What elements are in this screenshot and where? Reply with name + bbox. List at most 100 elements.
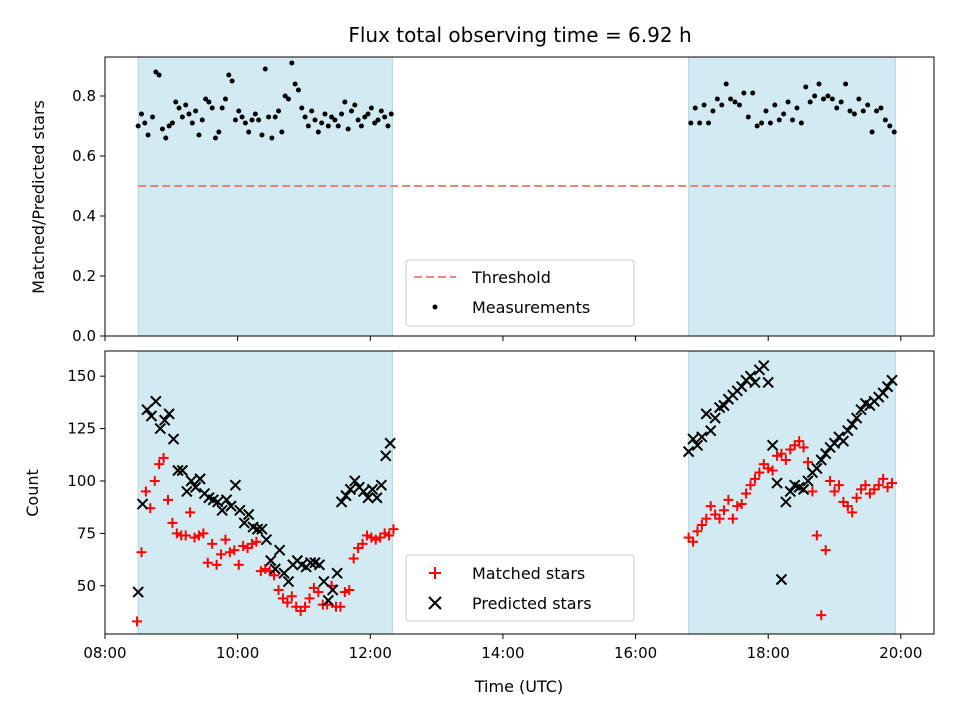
measurement-point (145, 132, 151, 138)
measurement-point (874, 108, 880, 114)
matched-star-marker (780, 455, 791, 466)
bottom-xtick-label: 10:00 (216, 644, 259, 662)
matched-star-marker (745, 480, 756, 491)
measurement-point (342, 99, 348, 105)
measurement-point (847, 108, 853, 114)
matched-star-marker (860, 480, 871, 491)
predicted-star-marker (304, 557, 317, 569)
predicted-star-marker (181, 485, 193, 498)
measurement-point (368, 105, 374, 111)
matched-star-marker (732, 501, 743, 512)
bottom-legend-box (405, 554, 635, 622)
matched-star-marker (816, 610, 827, 621)
measurement-point (741, 90, 747, 96)
matched-star-marker (723, 494, 734, 505)
measurement-point (348, 108, 354, 114)
measurement-point (236, 108, 242, 114)
matched-star-marker (366, 532, 377, 543)
predicted-star-marker (269, 563, 281, 575)
predicted-star-marker (744, 370, 757, 382)
bottom-axes-frame (104, 350, 935, 635)
measurement-point (229, 78, 235, 84)
predicted-star-marker (220, 494, 233, 506)
measurement-point (325, 123, 331, 129)
predicted-star-marker (375, 479, 388, 491)
measurement-point (816, 81, 822, 87)
predicted-legend-swatch (428, 596, 442, 610)
matched-star-marker (171, 528, 182, 539)
measurement-point (355, 117, 361, 123)
measurement-point (279, 129, 285, 135)
measurement-point (305, 123, 311, 129)
measurement-point (213, 135, 219, 141)
predicted-star-marker (322, 594, 334, 607)
matched-star-marker (233, 559, 244, 570)
measurement-points (135, 60, 897, 141)
matched-star-marker (384, 530, 395, 541)
bottom-ytick-label: 100 (67, 472, 96, 490)
predicted-star-marker (216, 504, 228, 517)
shaded-interval-0 (137, 56, 393, 337)
measurement-point (776, 117, 782, 123)
top-ytick-label: 0.6 (72, 147, 96, 165)
measurement-point (891, 129, 897, 135)
predicted-star-marker (766, 439, 779, 452)
matched-star-marker (251, 536, 262, 547)
measurement-point (256, 117, 262, 123)
measurement-point (249, 117, 255, 123)
measurement-point (362, 114, 368, 120)
measurement-point (790, 117, 796, 123)
predicted-star-marker (815, 454, 827, 466)
matched-star-marker (807, 486, 818, 497)
measurement-point (169, 120, 175, 126)
predicted-star-marker (780, 496, 792, 508)
measurement-point (166, 123, 172, 129)
measurement-point (812, 93, 818, 99)
measurement-point (183, 102, 189, 108)
matched-star-marker (886, 478, 897, 489)
matched-legend-swatch (429, 567, 441, 579)
predicted-star-marker (837, 435, 850, 447)
measurement-point (173, 99, 179, 105)
measurement-point (156, 72, 162, 78)
predicted-star-marker (313, 559, 326, 571)
matched-star-marker (140, 486, 151, 497)
matched-star-marker (220, 534, 231, 545)
measurement-point (262, 66, 268, 72)
measurement-point (714, 96, 720, 102)
measurement-point (196, 132, 202, 138)
measurement-point (856, 96, 862, 102)
legend-threshold-label: Threshold (471, 268, 551, 287)
predicted-star-marker (384, 437, 396, 449)
matched-star-marker (255, 566, 266, 577)
measurement-point (285, 96, 291, 102)
measurement-point (710, 108, 716, 114)
predicted-star-marker (238, 517, 250, 529)
measurement-point (135, 123, 141, 129)
matched-star-marker (825, 475, 836, 486)
measurement-point (345, 126, 351, 132)
predicted-star-marker (278, 567, 290, 579)
measurement-point (339, 111, 345, 117)
top-ylabel: Matched/Predicted stars (29, 100, 48, 294)
matched-star-marker (300, 601, 311, 612)
matched-star-marker (767, 465, 778, 476)
top-legend-box (405, 259, 635, 327)
top-ytick-label: 0.4 (72, 207, 96, 225)
predicted-star-marker (260, 533, 273, 546)
measurement-point (706, 120, 712, 126)
predicted-star-marker (696, 431, 708, 443)
predicted-star-marker (150, 395, 162, 408)
measurement-point (865, 102, 871, 108)
predicted-star-marker (842, 424, 854, 437)
matched-star-marker (705, 501, 716, 512)
matched-star-marker (224, 547, 235, 558)
measurement-point (335, 123, 341, 129)
measurement-point (878, 105, 884, 111)
measurement-point (860, 108, 866, 114)
matched-star-marker (163, 494, 174, 505)
predicted-star-marker (251, 523, 264, 535)
measurements-legend-swatch (432, 304, 438, 310)
predicted-star-marker (344, 483, 357, 496)
top-ytick-label: 0.2 (72, 267, 96, 285)
